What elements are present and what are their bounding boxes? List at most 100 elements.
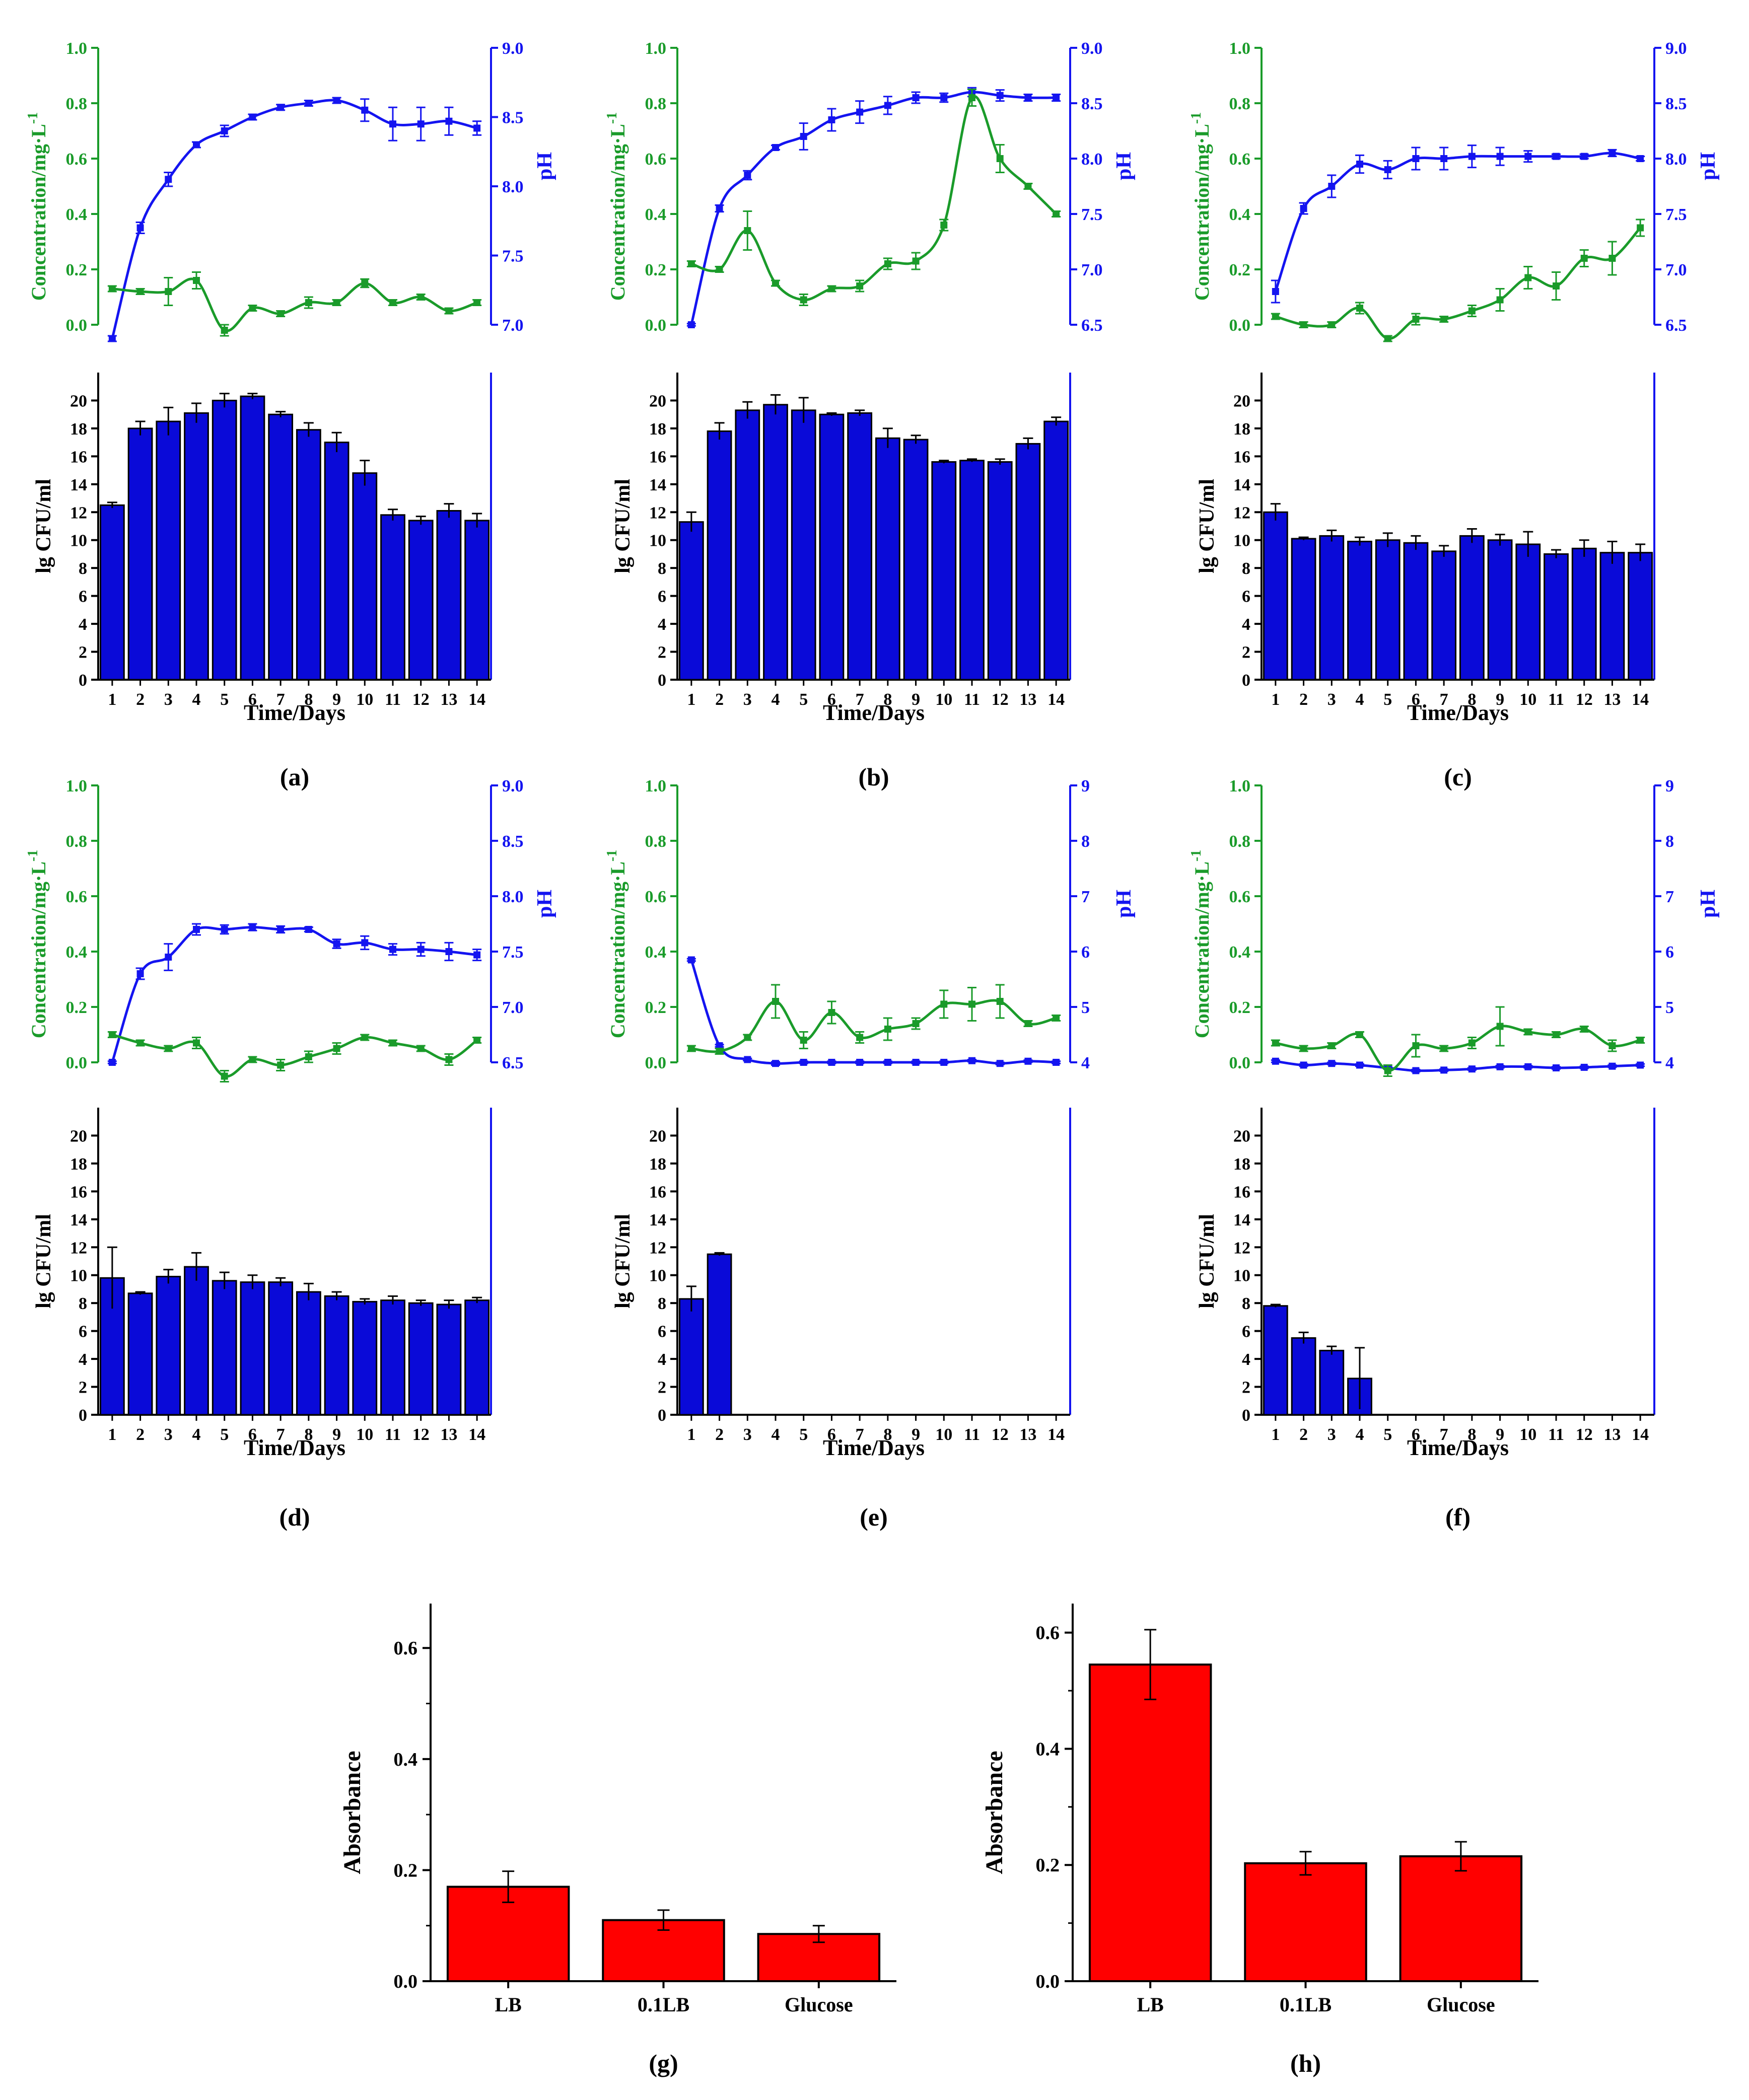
cfu-tick-label: 8: [1242, 1294, 1250, 1313]
days-tick-label: 4: [1356, 1425, 1364, 1444]
ph-tick-label: 5: [1665, 998, 1674, 1017]
cfu-axis-label: lg CFU/ml: [32, 479, 55, 573]
cfu-tick-label: 10: [70, 1267, 87, 1285]
ph-tick-label: 8.0: [1665, 150, 1687, 169]
cfu-tick-label: 10: [649, 1267, 666, 1285]
concentration-point: [1637, 1037, 1644, 1044]
cfu-bar: [1263, 1305, 1288, 1416]
days-tick-label: 6: [1412, 690, 1420, 709]
concentration-point: [940, 1000, 948, 1008]
days-tick-label: 3: [743, 690, 752, 709]
days-tick-label: 2: [1299, 690, 1308, 709]
cfu-tick-label: 14: [649, 1211, 666, 1229]
ph-point: [1328, 183, 1336, 190]
days-tick-label: 9: [1496, 690, 1504, 709]
concentration-axis-label-text: Concentration/mg·L: [606, 861, 629, 1038]
cfu-axis-label: lg CFU/ml: [32, 1214, 55, 1309]
days-tick-label: 10: [1519, 1425, 1536, 1444]
concentration-point: [687, 1045, 695, 1052]
panel-c: 0.0 0.2 0.4 0.6 0.8 1.0 6.5 7.0 7.5 8.0 8.5 9.0 Conc…: [1188, 39, 1720, 791]
concentration-tick-label: 1.0: [66, 777, 88, 795]
cfu-tick-label: 4: [658, 1350, 666, 1369]
days-tick-label: 12: [992, 1425, 1009, 1444]
days-tick-label: 12: [412, 1425, 430, 1444]
ph-point: [108, 1059, 116, 1066]
ph-point: [968, 1057, 975, 1064]
cfu-tick-label: 20: [1233, 1127, 1250, 1145]
cfu-tick-label: 16: [1233, 1183, 1250, 1201]
days-tick-label: 11: [1548, 1425, 1564, 1444]
cfu-tick-label: 18: [1233, 420, 1250, 439]
cfu-bar: [678, 1298, 704, 1416]
cfu-tick-label: 6: [79, 588, 87, 606]
cfu-bar: [678, 521, 704, 681]
days-tick-label: 13: [1603, 1425, 1621, 1444]
ph-point: [1580, 153, 1588, 160]
days-tick-label: 3: [164, 1425, 173, 1444]
cfu-tick-label: 2: [79, 1379, 87, 1397]
days-tick-label: 6: [827, 690, 836, 709]
cfu-axis-label: lg CFU/ml: [611, 479, 635, 573]
cfu-tick-label: 16: [70, 1183, 87, 1201]
ph-tick-label: 6: [1665, 943, 1674, 962]
ph-point: [1412, 155, 1420, 162]
ph-point: [1300, 205, 1307, 212]
concentration-tick-label: 0.4: [66, 943, 88, 962]
cfu-bar: [1263, 511, 1288, 681]
days-tick-label: 8: [883, 1425, 892, 1444]
ph-tick-label: 7.5: [502, 247, 524, 266]
concentration-axis-label: Concentration/mg·L-1: [1188, 112, 1213, 301]
ph-point: [716, 205, 723, 212]
concentration-point: [884, 1026, 891, 1033]
cfu-bar: [1431, 550, 1457, 681]
ph-axis-label: pH: [1112, 152, 1136, 180]
days-tick-label: 7: [1440, 1425, 1448, 1444]
cfu-bar: [1319, 535, 1345, 681]
concentration-point: [389, 299, 396, 306]
cfu-bar: [707, 430, 732, 681]
days-tick-label: 8: [304, 1425, 313, 1444]
concentration-line: [691, 999, 1057, 1053]
cfu-tick-label: 18: [70, 1155, 87, 1174]
cfu-tick-label: 6: [79, 1323, 87, 1341]
ph-point: [417, 120, 425, 128]
cfu-tick-label: 2: [1242, 643, 1250, 662]
ph-point: [744, 1056, 751, 1063]
concentration-point: [361, 279, 369, 287]
concentration-point: [417, 1045, 425, 1052]
concentration-point: [277, 310, 285, 317]
ph-point: [856, 1059, 864, 1066]
concentration-point: [772, 998, 779, 1005]
cfu-bar: [464, 1299, 490, 1416]
cfu-bar: [268, 413, 294, 681]
ph-point: [687, 956, 695, 964]
cfu-bar: [99, 504, 125, 681]
ph-tick-label: 7.0: [502, 998, 524, 1017]
panel-g: 0.0 0.2 0.4 0.6 LB 0.1LB Glucose Absorbance (g): [339, 1604, 896, 2077]
concentration-point: [912, 1020, 920, 1027]
days-tick-label: 4: [192, 1425, 201, 1444]
concentration-tick-label: 0.0: [645, 1054, 667, 1072]
days-tick-label: 2: [1299, 1425, 1308, 1444]
days-tick-label: 12: [412, 690, 430, 709]
cfu-tick-label: 0: [79, 671, 87, 690]
ph-tick-label: 9.0: [502, 777, 524, 795]
days-tick-label: 14: [468, 690, 485, 709]
concentration-point: [1440, 316, 1448, 323]
days-tick-label: 14: [1632, 690, 1649, 709]
days-tick-label: 2: [136, 1425, 145, 1444]
days-axis-label: Time/Days: [1407, 700, 1509, 725]
ph-tick-label: 8: [1665, 832, 1674, 851]
ph-point: [1053, 94, 1060, 101]
days-axis-label: Time/Days: [244, 1435, 345, 1460]
concentration-tick-label: 1.0: [645, 39, 667, 58]
concentration-point: [968, 94, 975, 101]
concentration-point: [1608, 255, 1616, 262]
concentration-point: [1580, 1026, 1588, 1033]
ph-point: [1524, 1063, 1532, 1070]
concentration-point: [165, 288, 172, 295]
concentration-point: [828, 1009, 835, 1016]
days-tick-label: 7: [276, 690, 285, 709]
absorbance-axis-label: Absorbance: [339, 1751, 366, 1874]
cfu-tick-label: 8: [658, 1294, 666, 1313]
